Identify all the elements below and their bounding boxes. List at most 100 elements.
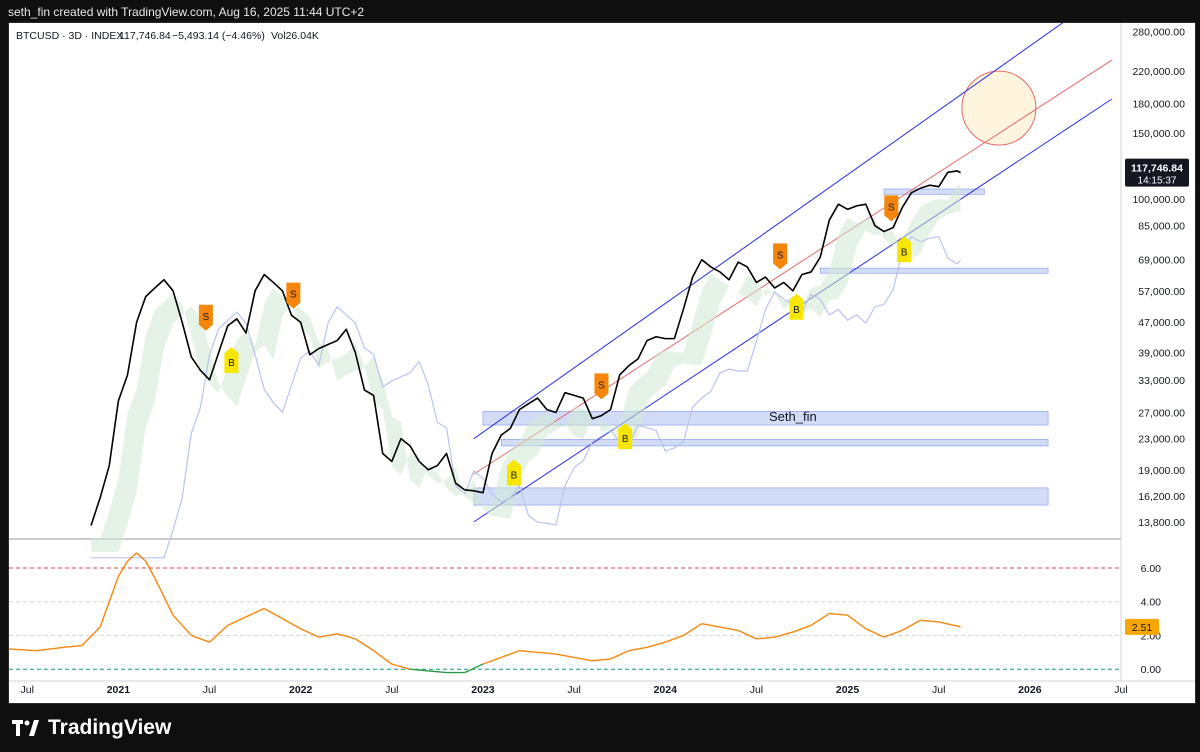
time-axis-label: Jul [203, 684, 216, 696]
legend-symbol: BTCUSD · 3D · INDEX [16, 30, 123, 42]
signal-marker-label: S [290, 290, 297, 301]
last-price-value: 117,746.84 [1131, 163, 1183, 175]
signal-marker-shape [224, 347, 239, 374]
signal-marker-shape [897, 236, 912, 263]
oscillator-segment [245, 607, 265, 618]
sell-signal-0[interactable]: S [198, 304, 213, 331]
oscillator-segment [500, 649, 520, 659]
oscillator-segment [537, 651, 556, 655]
signal-marker-label: B [622, 434, 629, 445]
oscillator-segment [391, 663, 411, 670]
channel-upper [473, 19, 1067, 440]
price-axis-label: 220,000.00 [1132, 66, 1185, 78]
time-axis-label: 2026 [1018, 684, 1042, 696]
oscillator-segment [683, 623, 703, 637]
oscillator-segment [354, 638, 374, 652]
header-caption: seth_fin created with TradingView.com, A… [8, 5, 365, 19]
oscillator-segment [555, 653, 575, 659]
oscillator-segment [282, 617, 302, 630]
sell-signal-6[interactable]: S [773, 243, 788, 270]
oscillator-segment [63, 644, 82, 648]
signal-marker-shape [884, 195, 899, 222]
time-axis-label: 2023 [471, 684, 495, 696]
oscillator-segment [154, 577, 174, 616]
time-axis-label: 2022 [289, 684, 313, 696]
oscillator-segment [8, 648, 37, 652]
buy-signal-9[interactable]: B [897, 236, 912, 263]
sell-signal-2[interactable]: S [286, 282, 301, 309]
buy-signal-4[interactable]: B [506, 459, 521, 486]
signal-marker-label: B [228, 358, 235, 369]
legend-volume: Vol26.04K [271, 30, 319, 42]
legend-change: −5,493.14 (−4.46%) [172, 30, 265, 42]
signal-marker-label: S [598, 380, 605, 391]
time-axis-label: Jul [750, 684, 763, 696]
price-axis-label: 13,800.00 [1138, 517, 1185, 529]
signal-marker-label: S [888, 202, 895, 213]
oscillator-segment [610, 650, 630, 660]
time-axis-label: Jul [385, 684, 398, 696]
price-axis-label: 16,200.00 [1138, 491, 1185, 503]
oscillator-segment [646, 641, 666, 648]
price-series [90, 170, 961, 526]
oscillator-value: 2.51 [1132, 622, 1153, 634]
oscillator-segment [774, 631, 794, 638]
oscillator-axis-label: 6.00 [1141, 563, 1162, 575]
oscillator-segment [209, 624, 229, 643]
oscillator-segment [117, 560, 129, 577]
oscillator-segment [592, 658, 611, 662]
oscillator-segment [810, 612, 830, 626]
support-zone-3 [883, 188, 985, 195]
annotation-seth-fin: Seth_fin [769, 409, 817, 424]
price-axis-label: 19,000.00 [1138, 465, 1185, 477]
legend-price: 117,746.84 [119, 30, 171, 42]
oscillator-segment [519, 649, 538, 654]
time-axis-label: 2024 [654, 684, 678, 696]
oscillator-segment [865, 628, 885, 638]
signal-marker-label: B [901, 247, 908, 258]
chart-canvas[interactable]: BTCUSD · 3D · INDEX 117,746.84 −5,493.14… [8, 19, 1195, 703]
oscillator-segment [938, 621, 961, 628]
sell-signal-8[interactable]: S [884, 195, 899, 222]
support-zone-4 [819, 267, 1049, 274]
buy-signal-1[interactable]: B [224, 347, 239, 374]
oscillator-segment [263, 607, 283, 620]
oscillator-segment [300, 628, 320, 638]
oscillator-segment [99, 576, 120, 628]
buy-signal-7[interactable]: B [789, 293, 804, 320]
tradingview-wordmark: TradingView [48, 716, 172, 739]
oscillator-segment [36, 646, 64, 652]
price-axis-label: 69,000.00 [1138, 255, 1185, 267]
sell-signal-3[interactable]: S [594, 373, 609, 400]
signal-marker-shape [198, 304, 213, 331]
time-axis-label: 2025 [836, 684, 860, 696]
support-zone-2 [473, 487, 1049, 506]
oscillator-segment [482, 656, 502, 665]
signal-marker-shape [506, 459, 521, 486]
last-price-tag [1125, 158, 1189, 187]
oscillator-segment [191, 634, 210, 643]
oscillator-segment [227, 616, 247, 626]
price-axis-label: 23,000.00 [1138, 434, 1185, 446]
time-axis-label: Jul [932, 684, 945, 696]
buy-signal-5[interactable]: B [618, 423, 633, 450]
price-axis-label: 100,000.00 [1132, 194, 1185, 206]
tradingview-logo[interactable]: TradingView [12, 716, 171, 740]
oscillator-segment [81, 626, 101, 647]
oscillator-segment [428, 670, 447, 674]
long-moving-average [91, 235, 962, 559]
oscillator-segment [318, 633, 338, 638]
oscillator-segment [336, 633, 356, 640]
oscillator-segment [665, 634, 684, 643]
signal-marker-label: S [203, 312, 210, 323]
price-axis-label: 27,000.00 [1138, 408, 1185, 420]
chart-background-layer [9, 19, 1195, 682]
time-axis-label: 2021 [107, 684, 131, 696]
chart-frame[interactable]: BTCUSD · 3D · INDEX 117,746.84 −5,493.14… [8, 19, 1196, 704]
oscillator-value-tag [1125, 618, 1159, 635]
signal-marker-label: S [777, 250, 784, 261]
price-axis-label: 57,000.00 [1138, 286, 1185, 298]
signal-marker-label: B [793, 305, 800, 316]
oscillator-segment [464, 663, 484, 674]
oscillator-segment [920, 619, 939, 623]
